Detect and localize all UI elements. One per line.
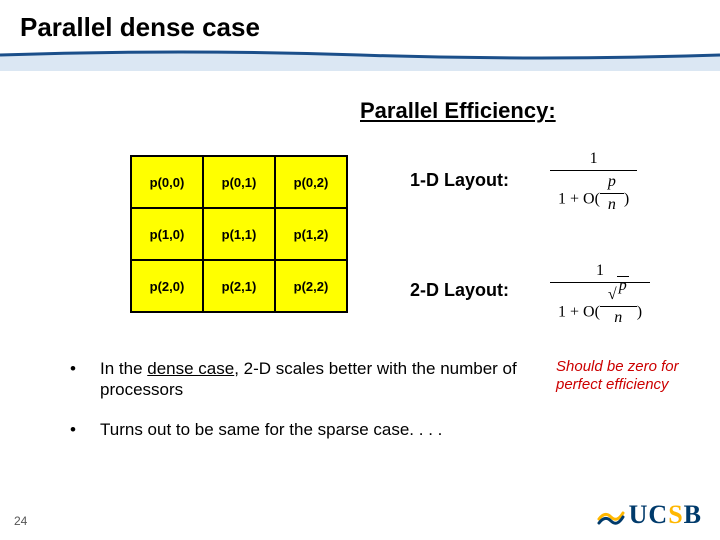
formula-2d: 1 1 + O(√pn) bbox=[550, 262, 650, 327]
bullet-list: In the dense case, 2-D scales better wit… bbox=[70, 358, 540, 458]
processor-grid-table: p(0,0) p(0,1) p(0,2) p(1,0) p(1,1) p(1,2… bbox=[130, 155, 348, 313]
table-row: p(1,0) p(1,1) p(1,2) bbox=[131, 208, 347, 260]
bullet-item: Turns out to be same for the sparse case… bbox=[70, 419, 540, 440]
table-row: p(2,0) p(2,1) p(2,2) bbox=[131, 260, 347, 312]
table-cell: p(1,1) bbox=[203, 208, 275, 260]
page-number: 24 bbox=[14, 514, 27, 528]
table-cell: p(0,1) bbox=[203, 156, 275, 208]
layout-2d-label: 2-D Layout: bbox=[410, 280, 509, 301]
formula-2d-numerator: 1 bbox=[550, 262, 650, 283]
table-cell: p(0,2) bbox=[275, 156, 347, 208]
table-cell: p(2,1) bbox=[203, 260, 275, 312]
layout-1d-label: 1-D Layout: bbox=[410, 170, 509, 191]
table-row: p(0,0) p(0,1) p(0,2) bbox=[131, 156, 347, 208]
table-cell: p(2,0) bbox=[131, 260, 203, 312]
table-cell: p(1,2) bbox=[275, 208, 347, 260]
bullet-item: In the dense case, 2-D scales better wit… bbox=[70, 358, 540, 401]
formula-1d-denominator: 1 + O(pn) bbox=[550, 171, 637, 214]
section-heading: Parallel Efficiency: bbox=[360, 98, 556, 124]
annotation-text: Should be zero for perfect efficiency bbox=[556, 358, 706, 394]
formula-2d-denominator: 1 + O(√pn) bbox=[550, 283, 650, 327]
slide: Parallel dense case Parallel Efficiency:… bbox=[0, 0, 720, 540]
table-cell: p(1,0) bbox=[131, 208, 203, 260]
logo-text: UCSB bbox=[629, 500, 702, 530]
slide-title: Parallel dense case bbox=[0, 0, 720, 49]
wave-icon bbox=[597, 503, 625, 527]
table-cell: p(0,0) bbox=[131, 156, 203, 208]
table-cell: p(2,2) bbox=[275, 260, 347, 312]
formula-1d-numerator: 1 bbox=[550, 150, 637, 171]
ucsb-logo: UCSB bbox=[597, 500, 702, 530]
formula-1d: 1 1 + O(pn) bbox=[550, 150, 637, 214]
divider bbox=[0, 49, 720, 71]
